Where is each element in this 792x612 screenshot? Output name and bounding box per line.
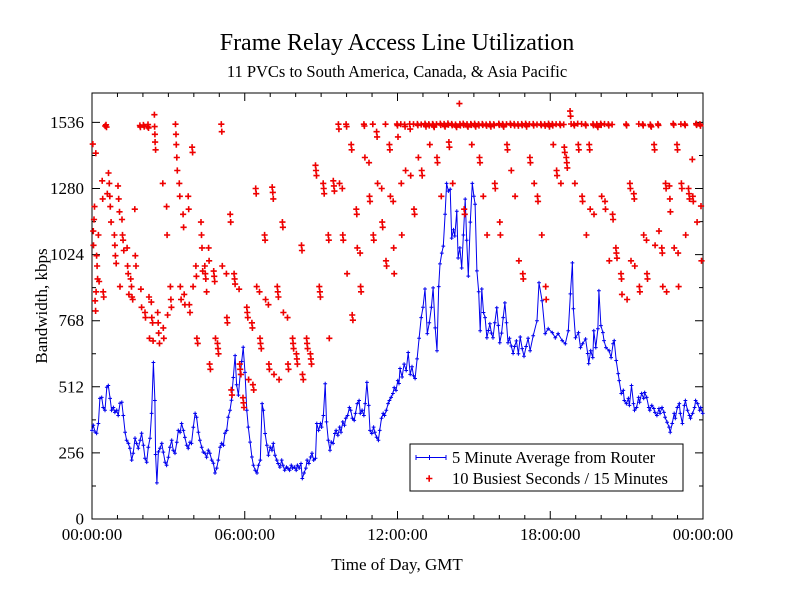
- legend-scatter-sample: [426, 475, 433, 482]
- legend-label-busiest: 10 Busiest Seconds / 15 Minutes: [452, 469, 668, 488]
- average-line-series: [90, 181, 705, 485]
- y-tick-label: 1536: [50, 113, 84, 132]
- y-tick-label: 256: [59, 443, 85, 462]
- y-tick-labels: 0 256 512 768 1024 1280 1536: [50, 113, 85, 529]
- x-tick-label: 18:00:00: [520, 525, 580, 544]
- legend: 5 Minute Average from Router 10 Busiest S…: [409, 443, 684, 492]
- y-tick-label: 1280: [50, 179, 84, 198]
- x-tick-label: 06:00:00: [215, 525, 275, 544]
- chart-title: Frame Relay Access Line Utilization: [220, 30, 575, 56]
- x-tick-label: 00:00:00: [673, 525, 733, 544]
- y-axis-label: Bandwidth, kbps: [32, 248, 51, 363]
- y-tick-label: 512: [59, 377, 85, 396]
- legend-line-sample: [415, 455, 447, 460]
- y-tick-label: 0: [76, 510, 85, 529]
- axis-ticks: [91, 93, 704, 520]
- y-tick-label: 768: [59, 311, 85, 330]
- x-tick-labels: 00:00:00 06:00:00 12:00:00 18:00:00 00:00:00: [62, 525, 733, 544]
- x-axis-label: Time of Day, GMT: [331, 555, 463, 574]
- x-tick-label: 00:00:00: [62, 525, 122, 544]
- legend-box: [409, 443, 684, 492]
- chart-subtitle: 11 PVCs to South America, Canada, & Asia…: [227, 62, 567, 81]
- y-tick-label: 1024: [50, 245, 85, 264]
- x-tick-label: 12:00:00: [367, 525, 427, 544]
- legend-label-average: 5 Minute Average from Router: [452, 448, 656, 467]
- busiest-seconds-series: [89, 100, 705, 411]
